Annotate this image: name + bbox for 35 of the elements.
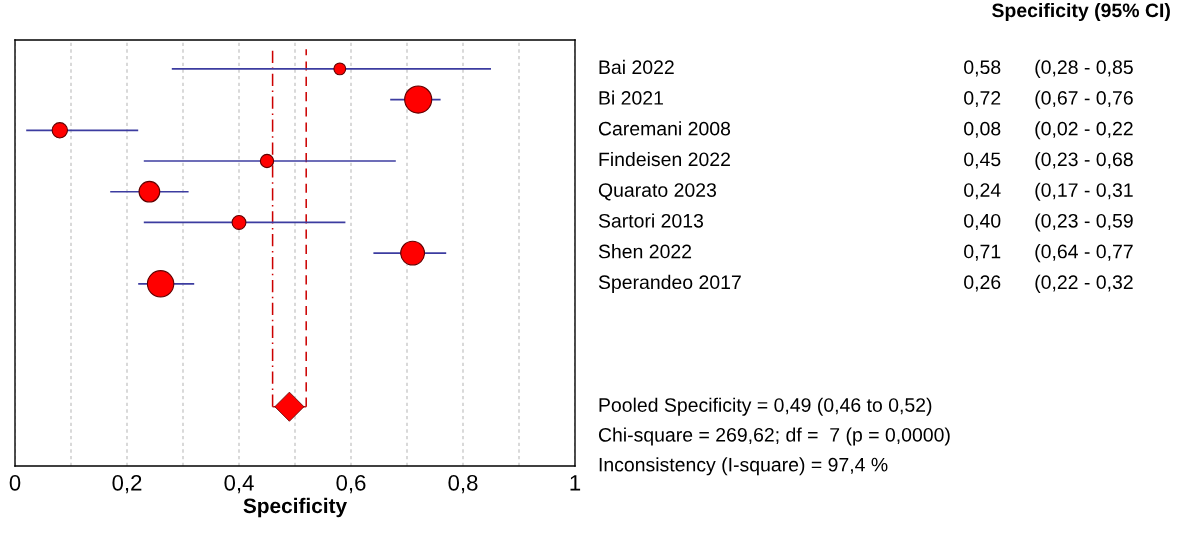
text: (0,67 - 0,76 (1035, 90, 1133, 109)
x-tick-label: 0,8 (448, 474, 478, 494)
y-tick-label: Bi 2021 (599, 90, 663, 105)
data-label: 0,72 (964, 91, 1001, 108)
text: Chi-square = 269,62; df = 7 (p = 0,0000) (598, 427, 950, 446)
text: (0,23 - 0,68 (1035, 151, 1133, 171)
y-tick-label: Bai 2022 (599, 59, 674, 75)
data-label: 0,26 (964, 275, 1001, 292)
data-label: 0,24 (964, 183, 1001, 200)
y-tick-label: Sartori 2013 (598, 213, 704, 228)
x-tick-label: 1 (570, 475, 581, 491)
text: (0,02 - 0,22 (1035, 121, 1133, 140)
x-axis-title: Specificity (243, 497, 347, 518)
y-tick-label: Sperandeo 2017 (598, 274, 741, 293)
x-tick-label: 0,4 (224, 474, 254, 494)
text: Pooled Specificity = 0,49 (0,46 to 0,52) (599, 397, 932, 416)
y-tick-label: Shen 2022 (598, 244, 692, 259)
data-label: 0,71 (964, 244, 1001, 261)
text: (0,28 - 0,85 (1035, 59, 1133, 78)
data-label: 0,45 (964, 152, 1001, 169)
text: (0,23 - 0,59 (1035, 213, 1133, 232)
y-tick-label: Quarato 2023 (598, 183, 717, 201)
text: (0,22 - 0,32 (1035, 274, 1133, 293)
text: (0,17 - 0,31 (1035, 182, 1133, 201)
y-tick-label: Findeisen 2022 (599, 151, 730, 167)
x-tick-label: 0 (9, 474, 21, 491)
text: Specificity (95% CI) (992, 2, 1170, 22)
x-tick-label: 0,6 (336, 474, 366, 494)
text: Inconsistency (I-square) = 97,4 % (599, 457, 888, 476)
data-label: 0,08 (964, 121, 1001, 138)
y-tick-label: Caremani 2008 (598, 121, 731, 136)
data-label: 0,40 (964, 213, 1001, 230)
x-tick-label: 0,2 (112, 474, 142, 494)
data-label: 0,58 (964, 60, 1001, 77)
text: (0,64 - 0,77 (1035, 244, 1133, 263)
